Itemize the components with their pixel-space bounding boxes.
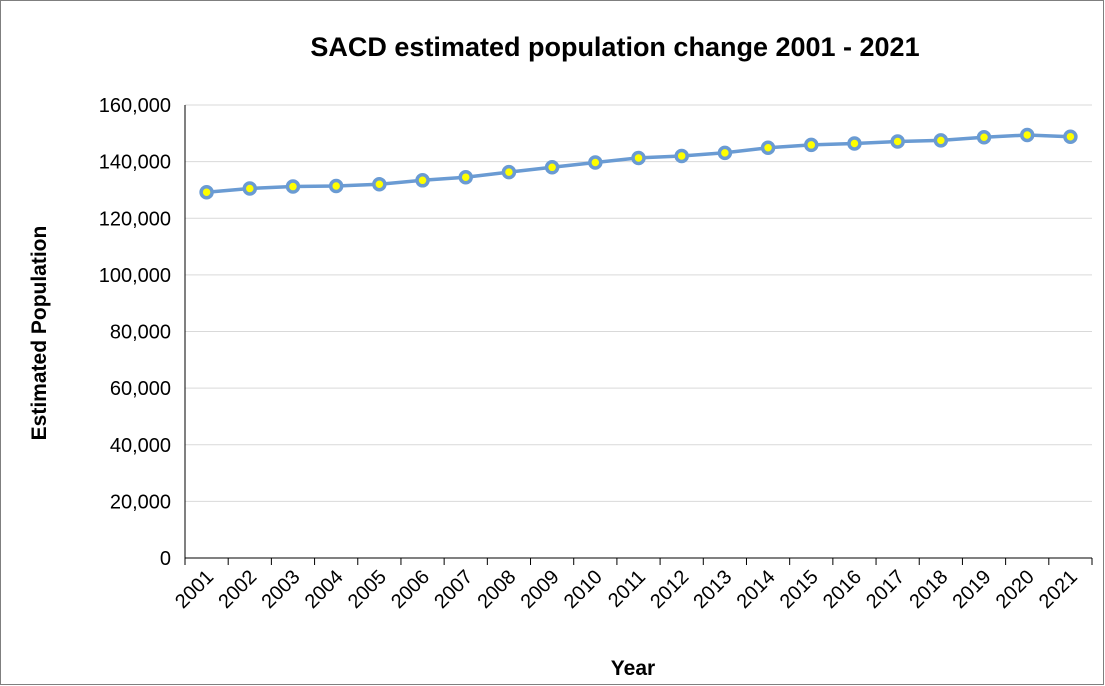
data-point — [415, 173, 430, 188]
data-point — [372, 177, 387, 192]
y-tick-label: 20,000 — [110, 491, 171, 513]
data-point — [501, 164, 517, 180]
data-point — [328, 178, 344, 194]
y-tick-label: 0 — [160, 548, 171, 570]
data-point — [760, 140, 776, 156]
data-point — [976, 130, 992, 145]
y-axis-title: Estimated Population — [28, 226, 51, 441]
y-tick-label: 120,000 — [99, 208, 171, 230]
series — [199, 127, 1078, 200]
y-tick-label: 140,000 — [99, 152, 171, 174]
data-point — [1019, 127, 1035, 143]
axes — [184, 105, 1093, 565]
y-tick-label: 40,000 — [110, 435, 171, 457]
data-point — [1063, 129, 1078, 144]
data-point — [631, 150, 646, 166]
y-tick-label: 160,000 — [99, 95, 171, 117]
y-tick-label: 100,000 — [99, 265, 171, 287]
data-point — [588, 155, 603, 170]
data-point — [544, 160, 560, 175]
y-tick-label: 60,000 — [110, 378, 171, 400]
data-point — [285, 179, 301, 194]
data-point — [458, 169, 473, 185]
data-point — [674, 148, 689, 164]
gridlines — [185, 104, 1092, 502]
chart-title: SACD estimated population change 2001 - … — [310, 32, 919, 62]
data-point — [804, 137, 819, 153]
data-point — [933, 133, 949, 148]
data-point — [717, 145, 733, 161]
data-point — [847, 136, 862, 151]
data-point — [199, 184, 214, 200]
x-axis-title: Year — [611, 657, 655, 680]
data-point — [242, 181, 258, 196]
y-tick-label: 80,000 — [110, 322, 171, 344]
y-tick-labels: 0 20,000 40,000 60,000 80,000 100,000 120,000 1… — [99, 95, 171, 570]
data-point — [890, 134, 905, 149]
